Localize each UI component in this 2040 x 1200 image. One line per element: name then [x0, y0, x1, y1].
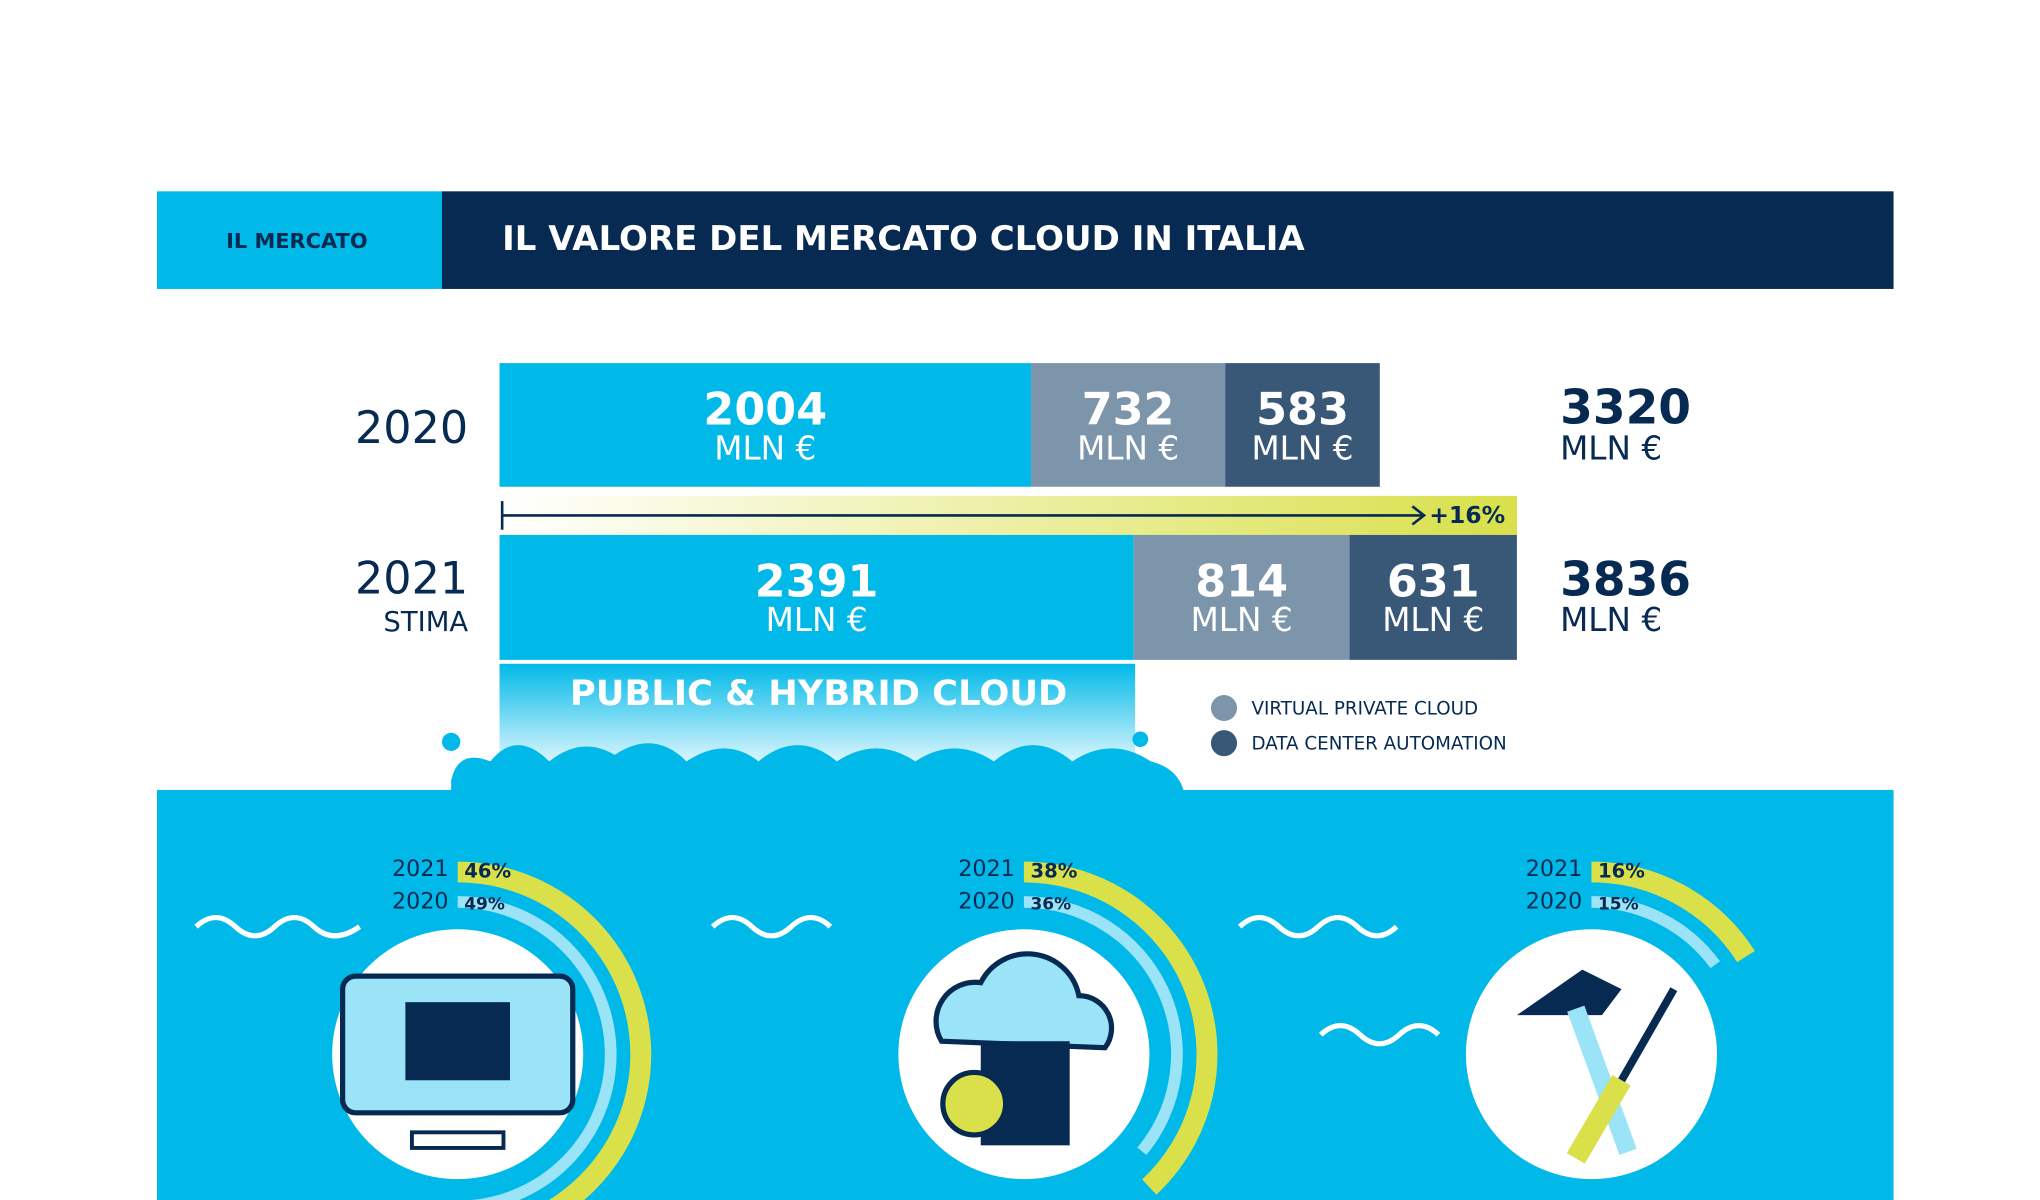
growth-label: +16% [1429, 501, 1505, 529]
category-label: 2020 [355, 403, 468, 454]
arrow-head [1411, 505, 1427, 526]
bar-segment [1225, 363, 1380, 487]
hammer-head [1516, 969, 1622, 1016]
monitor-stand [409, 1130, 506, 1150]
ring-year: 2020 [1526, 888, 1583, 914]
total-value: 3320 [1560, 381, 1691, 436]
splash-drop [1132, 731, 1149, 748]
ring-value-label: 38% [1030, 860, 1077, 883]
icons [340, 951, 1678, 1164]
unit-label: MLN € [1077, 429, 1179, 467]
total-unit: MLN € [1560, 429, 1662, 467]
screwdriver-handle [1566, 1075, 1631, 1164]
category-sublabel: STIMA [383, 607, 468, 638]
ring-value-label: 49% [464, 894, 505, 914]
legend-label: PUBLIC & HYBRID CLOUD [570, 673, 1067, 714]
legend-swatch [1210, 730, 1238, 757]
waves [194, 914, 1441, 1047]
section-label: IL MERCATO [226, 229, 368, 253]
ring-year: 2021 [1526, 856, 1583, 882]
ring-arc [1023, 861, 1218, 1195]
unit-label: MLN € [1191, 601, 1293, 639]
splash-drop [442, 732, 461, 751]
total-unit: MLN € [1560, 601, 1662, 639]
unit-label: MLN € [1251, 429, 1353, 467]
title-bar [442, 191, 1894, 289]
screwdriver-shaft [1618, 987, 1678, 1083]
splash [451, 743, 1184, 791]
total-value: 3836 [1560, 553, 1691, 608]
unit-label: MLN € [1382, 601, 1484, 639]
unit-label: MLN € [766, 601, 868, 639]
legend-swatch [1210, 695, 1238, 722]
bar-segment [1031, 363, 1226, 487]
ring-year: 2020 [392, 888, 449, 914]
category-label: 2021 [355, 554, 468, 605]
ring-arc [1023, 896, 1183, 1156]
legend-label: DATA CENTER AUTOMATION [1251, 733, 1506, 754]
chart-title: IL VALORE DEL MERCATO CLOUD IN ITALIA [502, 219, 1305, 258]
ring-year: 2021 [958, 856, 1015, 882]
ring-arc [1591, 896, 1721, 969]
value-label: 2004 [703, 385, 827, 436]
hammer-handle [1567, 1005, 1637, 1155]
ring-arc [457, 896, 617, 1200]
ring-year: 2021 [392, 856, 449, 882]
unit-label: MLN € [714, 429, 816, 467]
ring-value-label: 15% [1598, 894, 1639, 914]
ring-value-label: 36% [1030, 894, 1071, 914]
value-label: 583 [1256, 385, 1349, 436]
bar-segment [1349, 534, 1517, 660]
value-label: 814 [1195, 556, 1288, 607]
cloud-icon [933, 951, 1115, 1051]
sync-icon [940, 1069, 1009, 1138]
ring-value-label: 16% [1598, 860, 1645, 883]
ring-value-label: 46% [464, 860, 511, 883]
bar-segment [1133, 534, 1350, 660]
section-tab [156, 191, 442, 289]
ring-arc [1591, 861, 1755, 963]
code-window [405, 1002, 510, 1081]
ring-arc [457, 861, 652, 1200]
bar-segment [499, 534, 1134, 660]
value-label: 732 [1082, 385, 1175, 436]
legend-label: VIRTUAL PRIVATE CLOUD [1251, 698, 1478, 719]
ring-year: 2020 [958, 888, 1015, 914]
value-label: 631 [1387, 556, 1480, 607]
value-label: 2391 [755, 556, 879, 607]
bar-segment [499, 363, 1032, 487]
